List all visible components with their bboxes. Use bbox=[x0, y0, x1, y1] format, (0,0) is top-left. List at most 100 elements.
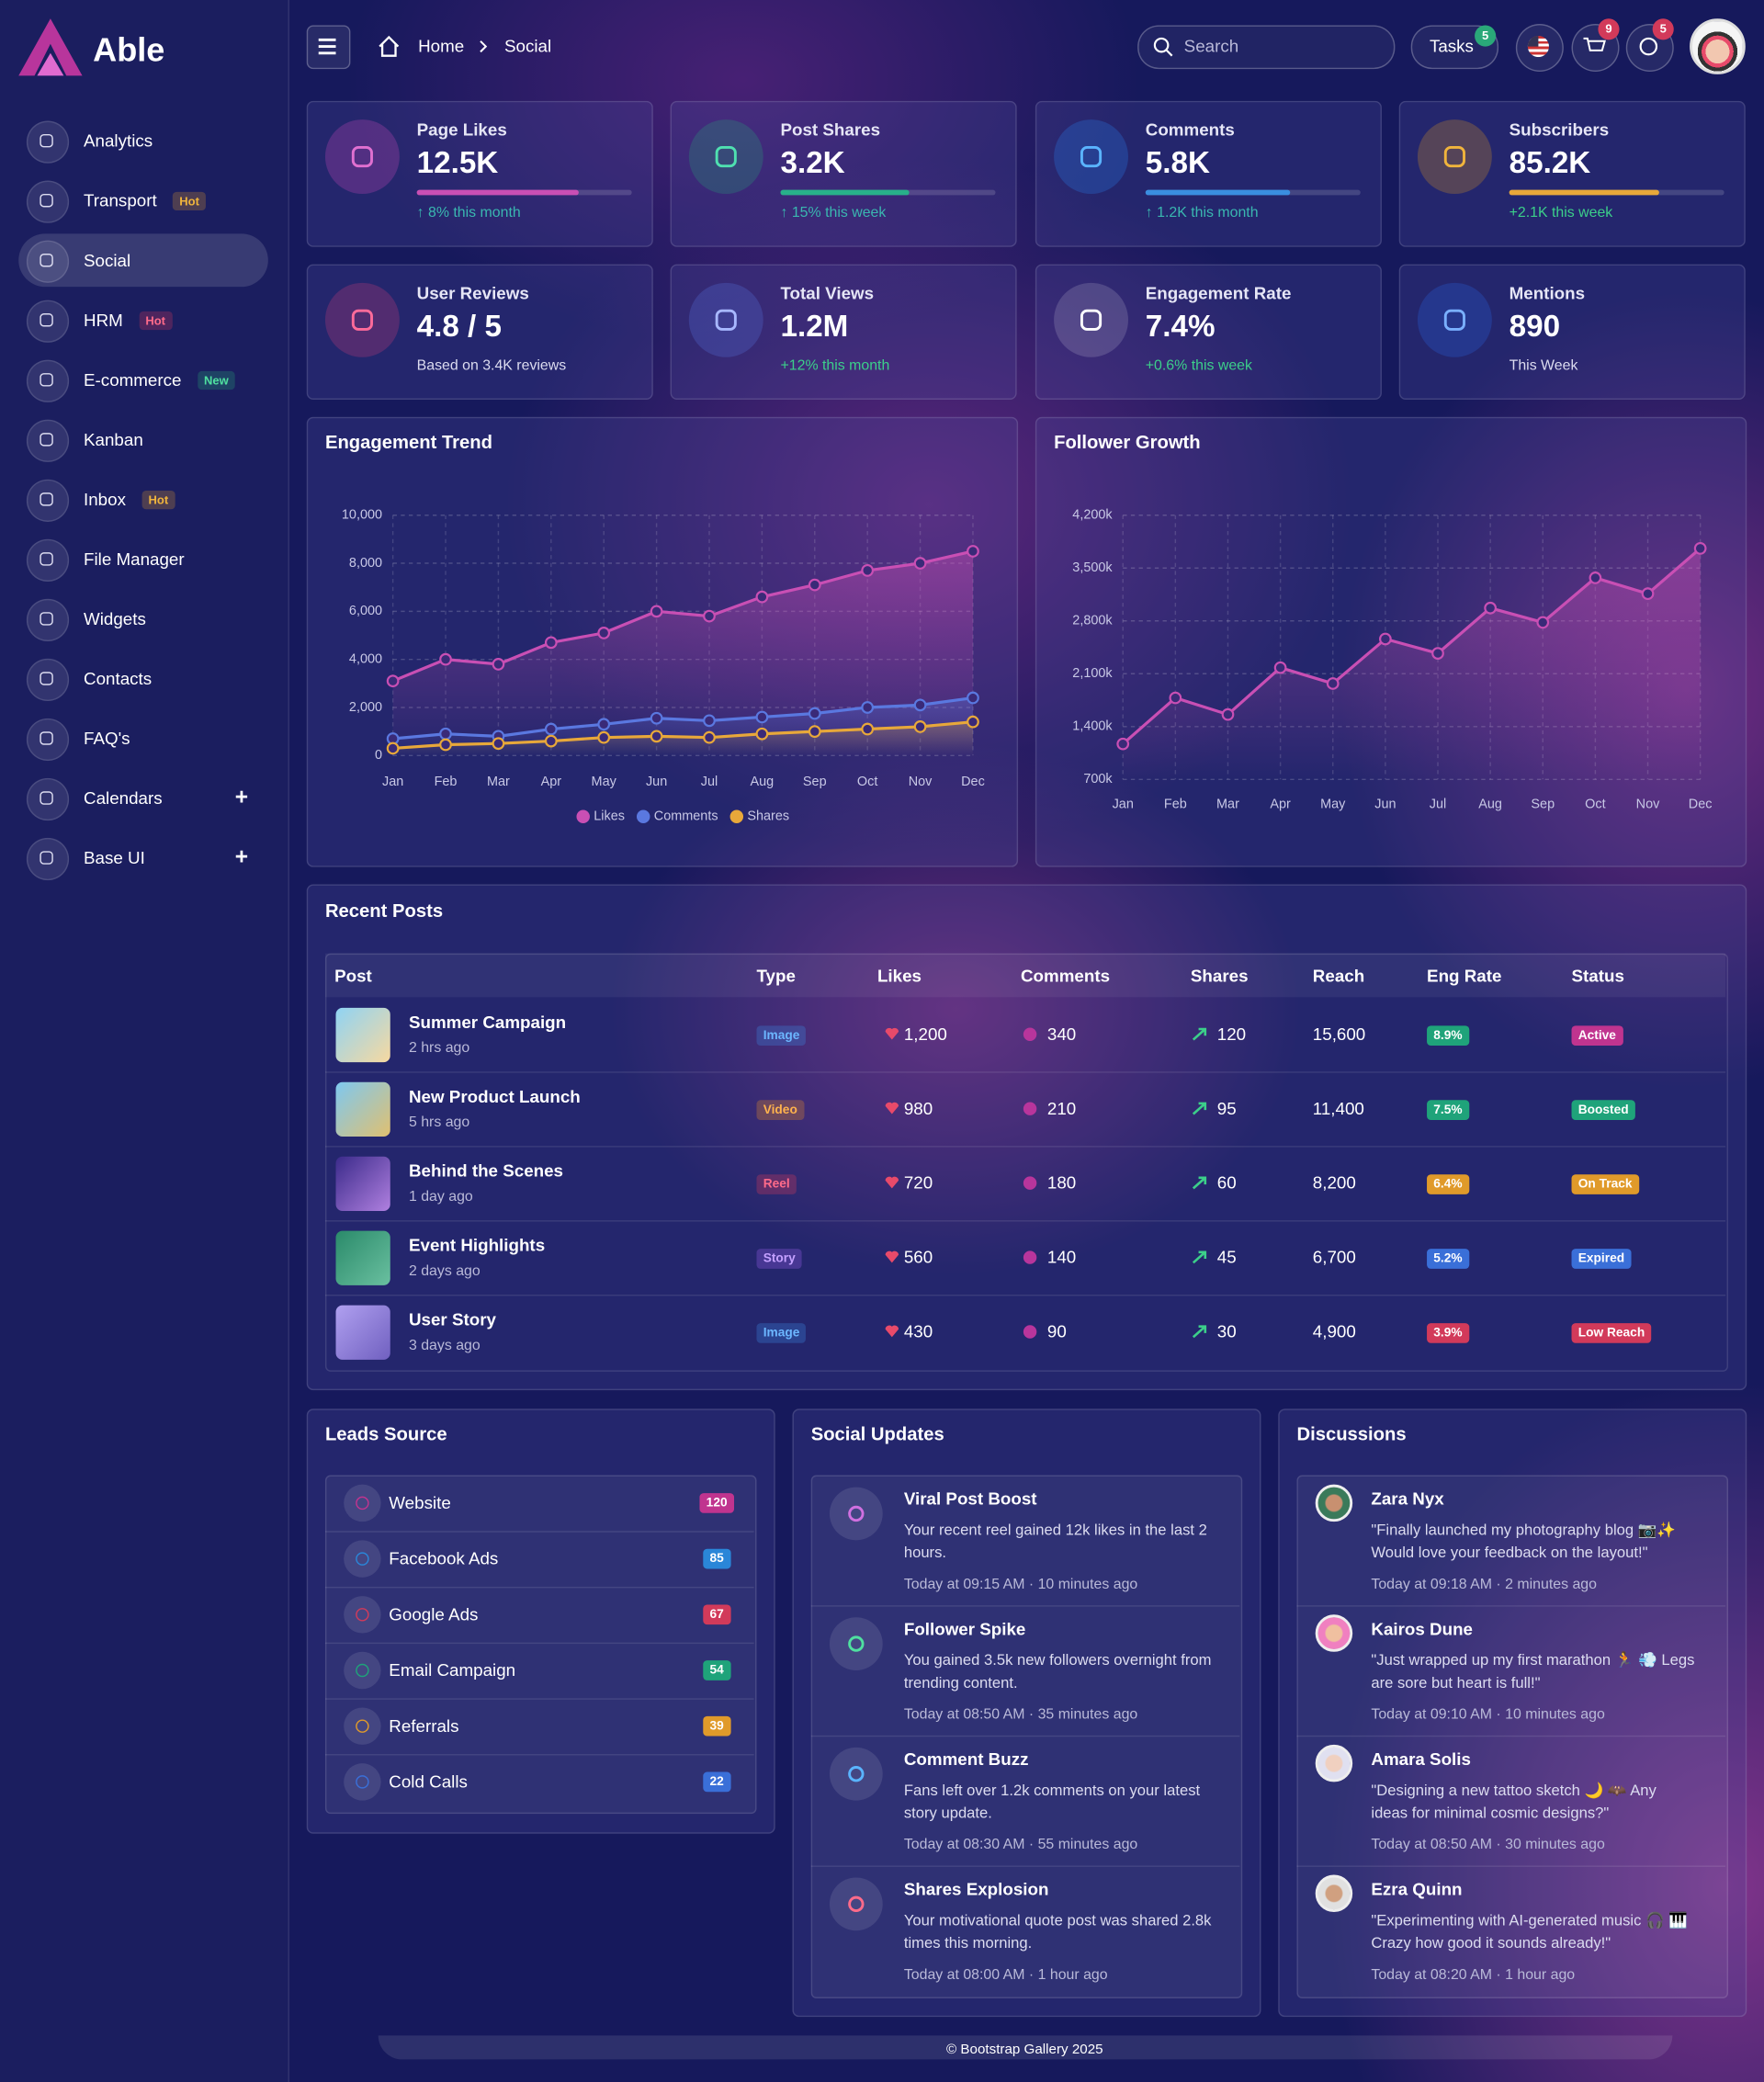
stat-value: 3.2K bbox=[780, 144, 845, 180]
stat-title: Mentions bbox=[1509, 283, 1586, 303]
stat-title: Engagement Rate bbox=[1145, 283, 1292, 303]
post-title: User Story bbox=[408, 1309, 496, 1330]
item-time: Today at 08:50 AM · 35 minutes ago bbox=[903, 1706, 1138, 1723]
section-title: Recent Posts bbox=[324, 900, 444, 922]
lead-count: 39 bbox=[703, 1715, 731, 1737]
stat-icon bbox=[324, 282, 400, 357]
stat-title: Post Shares bbox=[780, 119, 881, 141]
hamburger-line bbox=[318, 45, 336, 48]
count-badge bbox=[1598, 18, 1620, 40]
stat-title: User Reviews bbox=[416, 283, 529, 303]
comments-count: 340 bbox=[1046, 1024, 1077, 1045]
item-time: Today at 09:18 AM · 2 minutes ago bbox=[1371, 1576, 1597, 1593]
breadcrumb-link[interactable]: Home bbox=[418, 36, 465, 56]
stat-value: 7.4% bbox=[1145, 308, 1216, 344]
list-divider bbox=[1296, 1735, 1726, 1737]
stat-note: +2.1K this week bbox=[1509, 205, 1613, 221]
stat-note: ↑ 8% this month bbox=[416, 205, 521, 221]
status-badge: Active bbox=[1571, 1025, 1623, 1047]
stat-note: ↑ 15% this week bbox=[780, 205, 887, 221]
stat-icon bbox=[1417, 282, 1492, 357]
post-thumbnail bbox=[335, 1230, 390, 1285]
menu-item[interactable]: Transport Hot bbox=[84, 190, 207, 210]
stat-note: +0.6% this week bbox=[1145, 357, 1252, 374]
post-title: Behind the Scenes bbox=[408, 1160, 564, 1182]
menu-item[interactable]: Inbox Hot bbox=[84, 490, 175, 509]
menu-icon bbox=[26, 837, 70, 881]
menu-item[interactable]: E-commerce New bbox=[84, 369, 236, 390]
post-time: 2 hrs ago bbox=[408, 1040, 470, 1057]
post-title: Event Highlights bbox=[408, 1235, 546, 1255]
menu-item[interactable]: HRM Hot bbox=[84, 310, 173, 330]
lead-glyph bbox=[356, 1552, 369, 1566]
stat-card bbox=[670, 264, 1017, 400]
eng-rate-badge: 8.9% bbox=[1427, 1025, 1469, 1047]
stat-card bbox=[306, 100, 653, 247]
likes-count: 980 bbox=[903, 1098, 933, 1119]
comments-count: 210 bbox=[1046, 1098, 1077, 1119]
item-text: Your recent reel gained 12k likes in the… bbox=[903, 1522, 1207, 1562]
menu-label: Contacts bbox=[84, 668, 153, 689]
comments-count: 180 bbox=[1046, 1172, 1077, 1194]
stat-icon bbox=[1054, 282, 1128, 357]
stat-icon bbox=[1417, 119, 1492, 194]
menu-item[interactable]: Kanban bbox=[84, 430, 143, 450]
breadcrumb-separator bbox=[480, 40, 488, 53]
section-title: Leads Source bbox=[324, 1422, 447, 1444]
column-header: Shares bbox=[1190, 965, 1249, 986]
chart-card bbox=[306, 416, 1019, 867]
chart-card bbox=[1035, 416, 1747, 867]
table-header bbox=[324, 953, 1726, 998]
menu-icon bbox=[26, 419, 70, 462]
stat-glyph bbox=[1443, 145, 1465, 168]
post-title: Summer Campaign bbox=[408, 1012, 567, 1033]
post-thumbnail bbox=[335, 1156, 390, 1211]
menu-item[interactable]: Contacts bbox=[84, 669, 152, 689]
update-glyph bbox=[848, 1766, 865, 1782]
lead-count: 85 bbox=[703, 1548, 731, 1569]
menu-toggle[interactable]: + bbox=[234, 843, 249, 870]
column-header: Comments bbox=[1020, 965, 1111, 986]
stat-value: 890 bbox=[1509, 308, 1561, 344]
stat-glyph bbox=[715, 145, 737, 168]
post-thumbnail bbox=[335, 1007, 390, 1063]
menu-item[interactable]: File Manager bbox=[84, 549, 185, 570]
post-time: 5 hrs ago bbox=[408, 1115, 470, 1131]
stat-icon bbox=[688, 282, 763, 357]
menu-icon bbox=[26, 777, 70, 821]
stat-card bbox=[1398, 264, 1746, 400]
menu-toggle[interactable]: + bbox=[234, 784, 249, 810]
menu-glyph bbox=[40, 731, 53, 745]
post-time: 3 days ago bbox=[408, 1337, 481, 1354]
menu-item[interactable]: Social bbox=[84, 250, 130, 270]
menu-item[interactable]: Calendars bbox=[84, 788, 163, 809]
search-placeholder: Search bbox=[1183, 36, 1239, 56]
list-divider bbox=[1296, 1865, 1726, 1867]
menu-item[interactable]: FAQ's bbox=[84, 729, 130, 749]
menu-item[interactable]: Analytics bbox=[84, 130, 153, 151]
item-title: Zara Nyx bbox=[1371, 1488, 1444, 1509]
menu-glyph bbox=[40, 433, 53, 447]
column-header: Post bbox=[334, 965, 372, 986]
stat-card bbox=[670, 100, 1017, 247]
menu-glyph bbox=[40, 254, 53, 267]
menu-item[interactable]: Widgets bbox=[84, 609, 146, 629]
menu-label: Kanban bbox=[84, 429, 143, 450]
shares-count: 95 bbox=[1216, 1098, 1237, 1119]
type-badge: Story bbox=[756, 1249, 803, 1269]
item-time: Today at 09:15 AM · 10 minutes ago bbox=[903, 1576, 1138, 1593]
item-time: Today at 09:10 AM · 10 minutes ago bbox=[1371, 1706, 1605, 1723]
discussions-card bbox=[1278, 1409, 1747, 2018]
likes-count: 430 bbox=[903, 1321, 933, 1341]
stat-note: ↑ 1.2K this month bbox=[1145, 205, 1259, 221]
menu-label: Base UI bbox=[84, 847, 145, 868]
social-updates-list bbox=[810, 1475, 1243, 1998]
search-box[interactable] bbox=[1137, 25, 1396, 70]
avatar[interactable] bbox=[1690, 18, 1746, 74]
item-title: Comment Buzz bbox=[903, 1748, 1029, 1770]
menu-item[interactable]: Base UI bbox=[84, 848, 145, 868]
eng-rate-badge: 6.4% bbox=[1427, 1174, 1469, 1194]
item-text: Your motivational quote post was shared … bbox=[903, 1913, 1212, 1952]
